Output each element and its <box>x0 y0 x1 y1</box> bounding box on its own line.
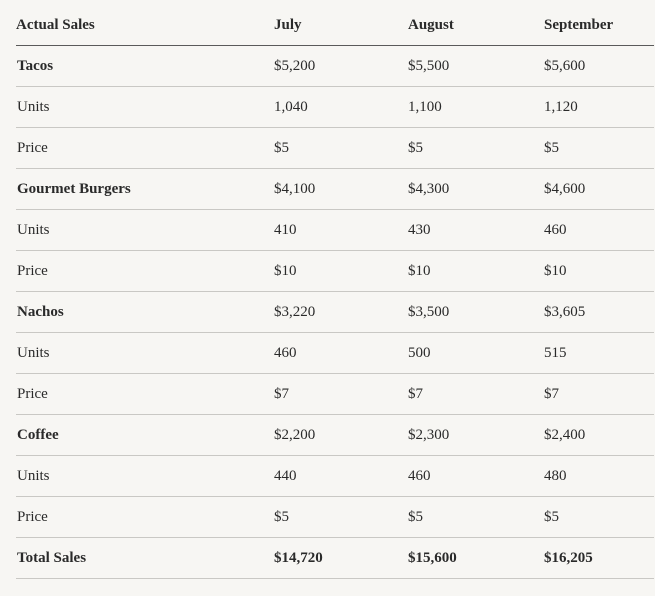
cell-september: $16,205 <box>544 537 654 579</box>
cell-august: $3,500 <box>408 291 544 333</box>
row-label: Price <box>16 250 274 292</box>
cell-august: $5 <box>408 127 544 169</box>
row-label: Units <box>16 455 274 497</box>
cell-august: 500 <box>408 332 544 374</box>
header-august: August <box>408 5 544 46</box>
cell-september: $7 <box>544 373 654 415</box>
header-july: July <box>274 5 408 46</box>
table-row: Price $10 $10 $10 <box>16 250 654 292</box>
cell-august: $4,300 <box>408 168 544 210</box>
cell-august: $2,300 <box>408 414 544 456</box>
cell-september: 1,120 <box>544 86 654 128</box>
cell-september: 460 <box>544 209 654 251</box>
row-label: Nachos <box>16 291 274 333</box>
row-label: Units <box>16 332 274 374</box>
row-label: Price <box>16 373 274 415</box>
cell-september: $3,605 <box>544 291 654 333</box>
table-row: Price $5 $5 $5 <box>16 496 654 538</box>
row-label: Coffee <box>16 414 274 456</box>
row-label: Tacos <box>16 45 274 87</box>
cell-september: 480 <box>544 455 654 497</box>
group-row: Nachos $3,220 $3,500 $3,605 <box>16 291 654 333</box>
cell-july: $5 <box>274 127 408 169</box>
cell-august: 1,100 <box>408 86 544 128</box>
cell-july: $10 <box>274 250 408 292</box>
table-row: Units 440 460 480 <box>16 455 654 497</box>
cell-september: $2,400 <box>544 414 654 456</box>
table-row: Price $7 $7 $7 <box>16 373 654 415</box>
cell-august: $5,500 <box>408 45 544 87</box>
cell-august: 460 <box>408 455 544 497</box>
cell-july: $4,100 <box>274 168 408 210</box>
cell-july: 460 <box>274 332 408 374</box>
row-label: Total Sales <box>16 537 274 579</box>
cell-august: $10 <box>408 250 544 292</box>
table-row: Units 410 430 460 <box>16 209 654 251</box>
cell-august: 430 <box>408 209 544 251</box>
actual-sales-table: Actual Sales July August September Tacos… <box>16 5 654 579</box>
header-actual-sales: Actual Sales <box>16 5 274 46</box>
cell-july: $2,200 <box>274 414 408 456</box>
cell-july: $7 <box>274 373 408 415</box>
cell-july: $5 <box>274 496 408 538</box>
row-label: Gourmet Burgers <box>16 168 274 210</box>
row-label: Price <box>16 127 274 169</box>
table-row: Price $5 $5 $5 <box>16 127 654 169</box>
header-row: Actual Sales July August September <box>16 5 654 46</box>
table-row: Units 1,040 1,100 1,120 <box>16 86 654 128</box>
row-label: Price <box>16 496 274 538</box>
cell-july: 410 <box>274 209 408 251</box>
cell-september: $5 <box>544 127 654 169</box>
group-row: Coffee $2,200 $2,300 $2,400 <box>16 414 654 456</box>
cell-september: $5,600 <box>544 45 654 87</box>
cell-july: $3,220 <box>274 291 408 333</box>
table-row: Units 460 500 515 <box>16 332 654 374</box>
cell-september: $10 <box>544 250 654 292</box>
cell-july: 1,040 <box>274 86 408 128</box>
header-september: September <box>544 5 654 46</box>
group-row: Tacos $5,200 $5,500 $5,600 <box>16 45 654 87</box>
table-header: Actual Sales July August September <box>16 5 654 46</box>
cell-august: $15,600 <box>408 537 544 579</box>
cell-august: $5 <box>408 496 544 538</box>
total-row: Total Sales $14,720 $15,600 $16,205 <box>16 537 654 579</box>
cell-september: $4,600 <box>544 168 654 210</box>
cell-august: $7 <box>408 373 544 415</box>
group-row: Gourmet Burgers $4,100 $4,300 $4,600 <box>16 168 654 210</box>
cell-september: 515 <box>544 332 654 374</box>
row-label: Units <box>16 86 274 128</box>
cell-july: $14,720 <box>274 537 408 579</box>
cell-september: $5 <box>544 496 654 538</box>
cell-july: 440 <box>274 455 408 497</box>
cell-july: $5,200 <box>274 45 408 87</box>
table-body: Tacos $5,200 $5,500 $5,600 Units 1,040 1,100 1,… <box>16 45 654 579</box>
row-label: Units <box>16 209 274 251</box>
